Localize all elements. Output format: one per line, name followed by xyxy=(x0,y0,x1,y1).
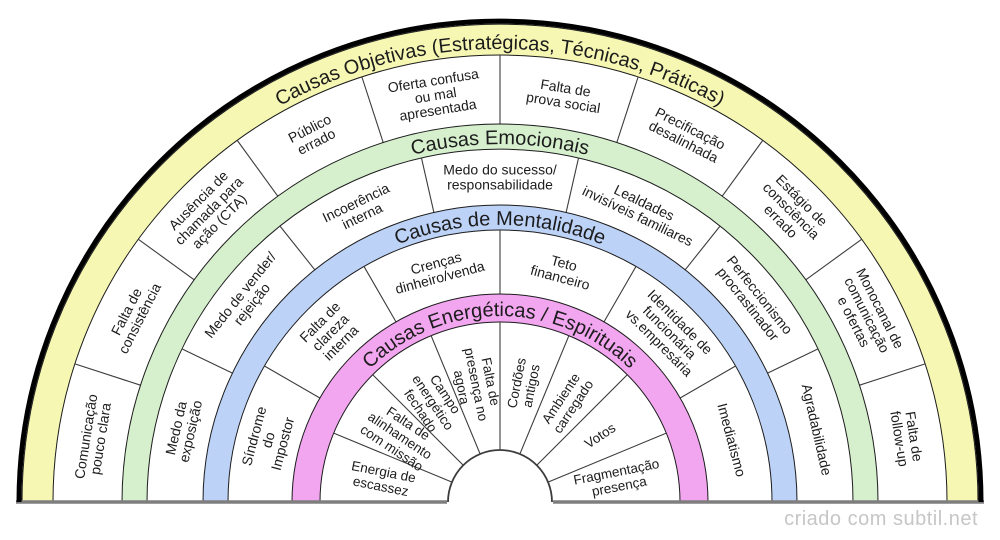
segment-divider xyxy=(721,140,764,197)
segment-divider xyxy=(767,348,819,374)
segment-divider xyxy=(74,363,141,386)
segment-label: Públicoerrado xyxy=(286,111,341,159)
segment-divider xyxy=(805,238,862,281)
segment-divider xyxy=(679,365,736,399)
segment-divider xyxy=(616,76,639,143)
segment-divider xyxy=(547,432,667,483)
segment-divider xyxy=(565,157,580,213)
segment-divider xyxy=(279,225,316,271)
segment-label: Medo do sucesso/responsabilidade xyxy=(443,162,557,193)
outer-arc xyxy=(16,18,984,503)
segment-divider xyxy=(859,363,926,386)
segment-divider xyxy=(684,225,721,271)
segment-divider xyxy=(181,348,233,374)
segment-divider xyxy=(603,266,637,323)
segment-label: Falta defollow-up xyxy=(887,407,926,467)
segment-divider xyxy=(264,365,321,399)
segment-divider xyxy=(333,432,453,483)
segment-divider xyxy=(372,374,464,466)
center-hole xyxy=(447,449,553,503)
segment-divider xyxy=(430,335,481,455)
segment-divider xyxy=(519,335,570,455)
watermark: criado com subtil.net xyxy=(784,508,978,530)
segment-divider xyxy=(420,157,435,213)
segment-divider xyxy=(361,76,384,143)
segment-divider xyxy=(536,374,628,466)
segment-divider xyxy=(138,238,195,281)
segment-divider xyxy=(236,140,279,197)
segment-divider xyxy=(363,266,397,323)
